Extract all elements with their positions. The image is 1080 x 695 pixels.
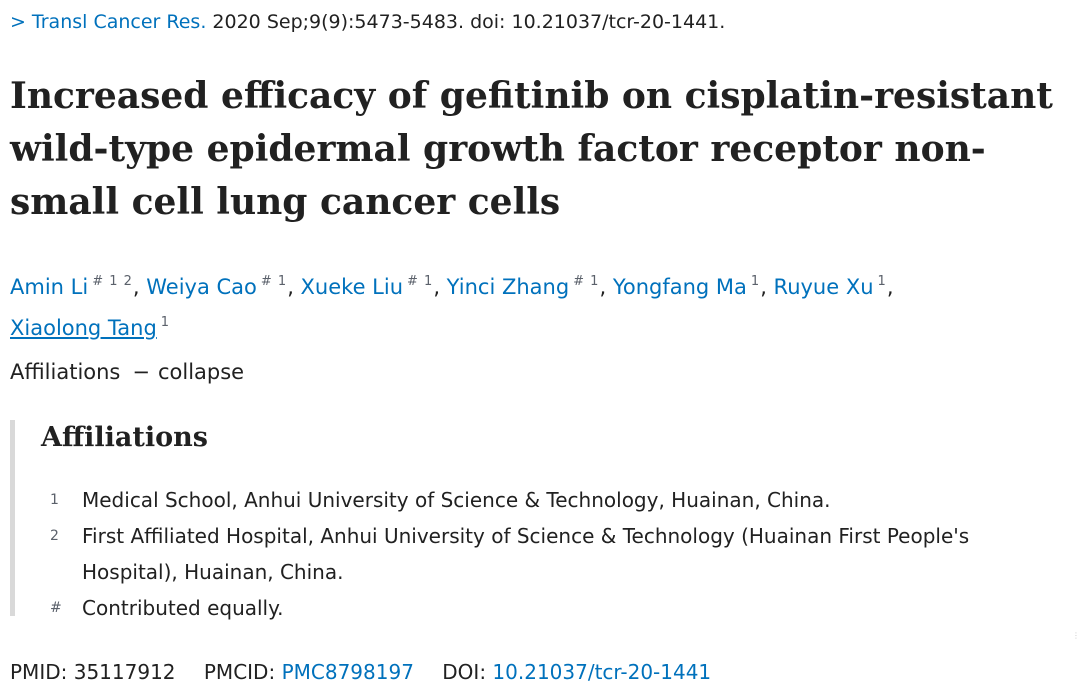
author-affiliation-refs[interactable]: 1 (160, 315, 171, 330)
watermark-mark: ⋮ (1072, 631, 1080, 640)
author-link[interactable]: Weiya Cao (146, 275, 257, 299)
affiliations-panel: Affiliations 1 Medical School, Anhui Uni… (10, 420, 1075, 620)
author-affiliation-refs[interactable]: # 1 2 (92, 274, 133, 289)
author-affiliation-refs[interactable]: 1 (877, 274, 887, 289)
pmcid-label: PMCID: (203, 660, 276, 684)
pmid-value: 35117912 (73, 660, 176, 684)
author-affiliation-refs[interactable]: 1 (750, 274, 761, 289)
affiliation-text: Contributed equally. (82, 596, 284, 620)
citation-line: > Transl Cancer Res. 2020 Sep;9(9):5473-5… (10, 11, 725, 33)
author-link[interactable]: Xueke Liu (300, 275, 404, 299)
affiliations-list: 1 Medical School, Anhui University of Sc… (50, 482, 1060, 626)
author-link[interactable]: Yongfang Ma (612, 275, 747, 299)
affiliation-text: Medical School, Anhui University of Scie… (82, 488, 831, 512)
affiliation-key: 1 (50, 492, 59, 508)
author-affiliation-refs[interactable]: # 1 (407, 274, 434, 289)
author-affiliation-refs[interactable]: # 1 (573, 274, 600, 289)
author-affiliation-refs[interactable]: # 1 (260, 274, 288, 289)
affiliations-toggle-label: Affiliations (10, 360, 121, 384)
affiliation-item: 1 Medical School, Anhui University of Sc… (50, 482, 1060, 518)
minus-icon: − (132, 360, 150, 384)
authors-list: Amin Li # 1 2, Weiya Cao # 1, Xueke Liu # 1… (10, 274, 894, 340)
affiliations-heading: Affiliations (41, 422, 208, 453)
collapse-link[interactable]: collapse (157, 360, 245, 384)
affiliations-toggle[interactable]: Affiliations − collapse (10, 360, 244, 384)
citation-details: 2020 Sep;9(9):5473-5483. doi: 10.21037/t… (212, 11, 726, 33)
affiliation-text: First Affiliated Hospital, Anhui Univers… (82, 524, 970, 584)
affiliation-item: # Contributed equally. (50, 590, 1060, 626)
article-identifiers: PMID: 35117912 PMCID: PMC8798197 DOI: 10… (10, 660, 733, 684)
pmid-label: PMID: (10, 660, 68, 684)
author-link[interactable]: Yinci Zhang (446, 275, 570, 299)
pmcid-link[interactable]: PMC8798197 (281, 660, 414, 684)
affiliation-key: 2 (50, 528, 59, 544)
doi-link[interactable]: 10.21037/tcr-20-1441 (492, 660, 712, 684)
article-title: Increased efficacy of gefitinib on cispl… (10, 75, 1053, 223)
author-link[interactable]: Ruyue Xu (773, 275, 874, 299)
doi-label: DOI: (442, 660, 487, 684)
journal-link[interactable]: Transl Cancer Res. (31, 11, 207, 33)
chevron-right-icon[interactable]: > (10, 11, 26, 33)
affiliation-item: 2 First Affiliated Hospital, Anhui Unive… (50, 518, 1060, 590)
affiliation-key: # (50, 600, 62, 616)
author-link[interactable]: Xiaolong Tang (10, 316, 157, 340)
author-link[interactable]: Amin Li (10, 275, 89, 299)
